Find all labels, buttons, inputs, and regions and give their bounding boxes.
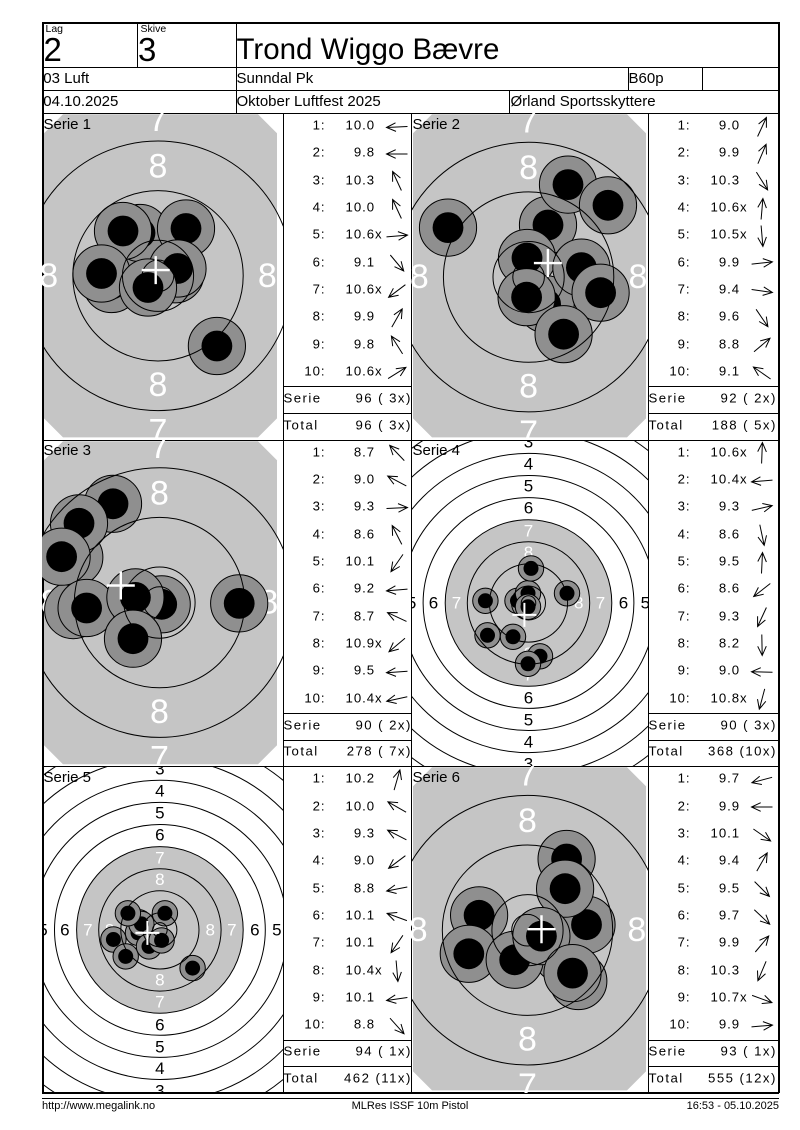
svg-text:8: 8 [411, 911, 428, 949]
svg-text:8: 8 [574, 593, 583, 612]
svg-text:7: 7 [518, 766, 537, 793]
svg-text:7: 7 [149, 113, 168, 139]
svg-text:6: 6 [524, 688, 533, 707]
svg-text:7: 7 [150, 440, 169, 466]
svg-text:6: 6 [60, 921, 69, 940]
svg-text:5: 5 [524, 476, 533, 495]
svg-text:8: 8 [518, 802, 537, 840]
svg-text:8: 8 [155, 870, 164, 889]
svg-text:7: 7 [155, 849, 164, 868]
svg-text:3: 3 [524, 754, 533, 766]
svg-text:7: 7 [519, 113, 538, 140]
svg-text:5: 5 [272, 921, 281, 940]
svg-text:8: 8 [518, 1021, 537, 1059]
svg-text:6: 6 [155, 826, 164, 845]
svg-text:4: 4 [155, 1059, 164, 1078]
svg-text:5: 5 [155, 1038, 164, 1057]
svg-text:7: 7 [518, 1067, 537, 1093]
svg-text:5: 5 [524, 710, 533, 729]
svg-text:8: 8 [205, 921, 214, 940]
svg-text:7: 7 [524, 521, 533, 540]
svg-text:8: 8 [149, 366, 168, 404]
svg-text:8: 8 [524, 543, 533, 562]
svg-text:8: 8 [627, 911, 646, 949]
svg-text:7: 7 [149, 413, 168, 440]
svg-text:3: 3 [155, 1082, 164, 1093]
svg-text:7: 7 [596, 593, 605, 612]
svg-text:6: 6 [250, 921, 259, 940]
svg-text:4: 4 [524, 454, 533, 473]
svg-text:8: 8 [258, 257, 277, 295]
svg-text:6: 6 [524, 498, 533, 517]
svg-text:8: 8 [42, 257, 58, 295]
svg-text:8: 8 [150, 693, 169, 731]
svg-text:7: 7 [155, 993, 164, 1012]
svg-text:6: 6 [155, 1016, 164, 1035]
svg-text:8: 8 [149, 147, 168, 185]
svg-text:3: 3 [155, 766, 164, 778]
svg-text:7: 7 [83, 921, 92, 940]
svg-text:8: 8 [519, 149, 538, 187]
svg-text:8: 8 [519, 367, 538, 405]
svg-text:4: 4 [524, 732, 533, 751]
svg-text:7: 7 [452, 593, 461, 612]
svg-text:5: 5 [155, 804, 164, 823]
svg-text:7: 7 [519, 414, 538, 440]
svg-text:7: 7 [150, 739, 169, 766]
svg-text:8: 8 [155, 971, 164, 990]
svg-text:6: 6 [429, 593, 438, 612]
svg-text:3: 3 [524, 440, 533, 452]
svg-text:5: 5 [42, 921, 48, 940]
svg-text:5: 5 [641, 593, 648, 612]
svg-text:8: 8 [411, 258, 429, 296]
svg-text:6: 6 [619, 593, 628, 612]
svg-text:7: 7 [227, 921, 236, 940]
svg-text:8: 8 [628, 258, 647, 296]
svg-text:4: 4 [155, 782, 164, 801]
svg-text:5: 5 [411, 593, 416, 612]
svg-text:8: 8 [150, 474, 169, 512]
